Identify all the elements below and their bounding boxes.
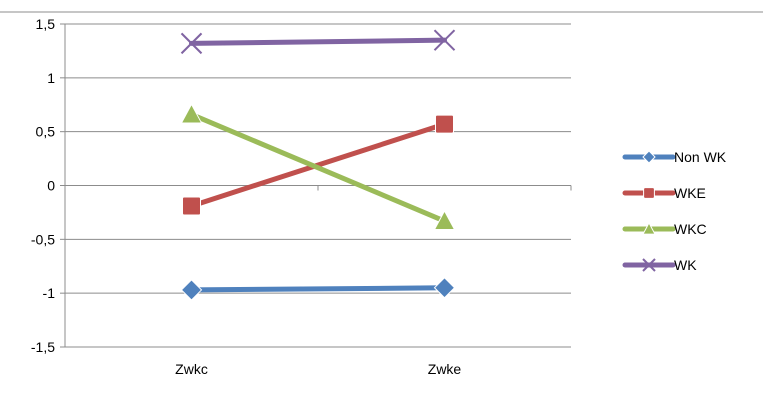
legend-entry: Non WK: [622, 149, 727, 165]
x-marker-stroke: [642, 258, 656, 272]
legend-marker: [642, 150, 656, 164]
y-tick-label: 0,5: [36, 124, 56, 140]
x-axis-tick-labels: Zwkc Zwke: [175, 361, 461, 377]
y-tick-label: 1,5: [36, 16, 56, 32]
y-tick-label: -0,5: [31, 231, 55, 247]
data-point: [182, 196, 201, 216]
legend-marker: [642, 258, 656, 272]
legend-entry: WKE: [622, 185, 706, 201]
y-tick-label: 0: [47, 178, 55, 194]
legend-marker: [642, 221, 656, 235]
data-point: [433, 209, 456, 231]
x-tick-label: Zwke: [428, 361, 462, 377]
series-group: [180, 29, 456, 301]
series-0: [180, 277, 456, 301]
legend-entry: WK: [622, 257, 697, 273]
x-marker-stroke: [433, 29, 456, 51]
data-point: [435, 114, 454, 134]
y-tick-label: -1: [43, 285, 56, 301]
legend-entry: WKC: [622, 221, 707, 237]
legend: Non WK WKE WKC WK: [622, 149, 727, 273]
axes: [60, 23, 572, 348]
data-point: [180, 279, 203, 301]
series-2: [180, 103, 456, 231]
series-line: [189, 37, 447, 46]
series-3: [180, 29, 456, 55]
y-axis-tick-labels: 1,5 1 0,5 0 -0,5 -1 -1,5: [31, 16, 55, 355]
x-marker-stroke: [180, 32, 203, 55]
data-point: [180, 32, 203, 55]
data-point: [433, 29, 456, 51]
x-tick-label: Zwkc: [175, 361, 208, 377]
y-tick-label: 1: [47, 70, 55, 86]
data-point: [180, 103, 203, 124]
legend-label: Non WK: [674, 149, 727, 165]
legend-label: WK: [674, 257, 697, 273]
legend-label: WKC: [674, 221, 707, 237]
legend-marker: [643, 187, 655, 199]
legend-label: WKE: [674, 185, 706, 201]
series-line: [189, 285, 447, 293]
y-tick-label: -1,5: [31, 339, 55, 355]
series-line: [189, 111, 447, 224]
data-point: [433, 277, 456, 299]
